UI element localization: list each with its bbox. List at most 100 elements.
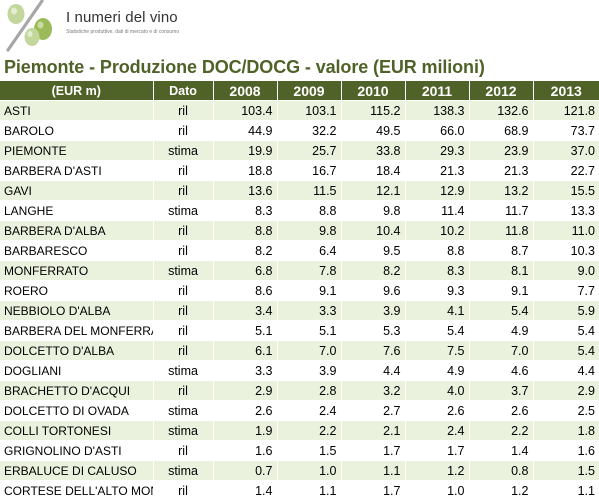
value-cell: 1.9 <box>213 420 278 441</box>
appellation-name-cell: ROERO <box>0 280 154 301</box>
column-header-year: 2012 <box>469 81 534 101</box>
data-type-cell: ril <box>153 100 214 121</box>
value-cell: 33.8 <box>341 140 406 161</box>
value-cell: 5.4 <box>469 300 534 321</box>
value-cell: 16.7 <box>277 160 342 181</box>
data-type-cell: stima <box>153 360 214 381</box>
value-cell: 7.0 <box>277 340 342 361</box>
appellation-name-cell: COLLI TORTONESI <box>0 420 154 441</box>
value-cell: 1.1 <box>277 480 342 500</box>
value-cell: 6.1 <box>213 340 278 361</box>
value-cell: 1.6 <box>533 440 599 461</box>
value-cell: 5.1 <box>277 320 342 341</box>
value-cell: 7.8 <box>277 260 342 281</box>
table-row: BARBERA DEL MONFERRA ril 5.1 5.1 5.3 5.4 4.9 5.… <box>0 320 599 341</box>
value-cell: 7.5 <box>405 340 470 361</box>
column-header-year: 2011 <box>405 81 470 101</box>
data-type-cell: stima <box>153 260 214 281</box>
value-cell: 3.9 <box>341 300 406 321</box>
data-type-cell: ril <box>153 120 214 141</box>
value-cell: 1.5 <box>277 440 342 461</box>
value-cell: 2.4 <box>277 400 342 421</box>
data-type-cell: stima <box>153 400 214 421</box>
value-cell: 8.7 <box>469 240 534 261</box>
value-cell: 5.4 <box>533 340 599 361</box>
value-cell: 3.3 <box>277 300 342 321</box>
table-row: GRIGNOLINO D'ASTI ril 1.6 1.5 1.7 1.7 1.4 1.6 <box>0 440 599 461</box>
value-cell: 7.6 <box>341 340 406 361</box>
value-cell: 2.4 <box>405 420 470 441</box>
value-cell: 2.2 <box>277 420 342 441</box>
value-cell: 1.2 <box>469 480 534 500</box>
table-row: ROERO ril 8.6 9.1 9.6 9.3 9.1 7.7 <box>0 280 599 301</box>
table-row: BARBERA D'ASTI ril 18.8 16.7 18.4 21.3 21.3 22.… <box>0 160 599 181</box>
appellation-name-cell: DOLCETTO DI OVADA <box>0 400 154 421</box>
table-body: ASTI ril 103.4 103.1 115.2 138.3 132.6 121.8 BAR… <box>0 100 599 500</box>
value-cell: 1.4 <box>213 480 278 500</box>
value-cell: 2.9 <box>533 380 599 401</box>
data-type-cell: ril <box>153 320 214 341</box>
value-cell: 2.7 <box>341 400 406 421</box>
value-cell: 3.4 <box>213 300 278 321</box>
value-cell: 10.3 <box>533 240 599 261</box>
table-row: ERBALUCE DI CALUSO stima 0.7 1.0 1.1 1.2 0.8 1.… <box>0 460 599 481</box>
value-cell: 13.2 <box>469 180 534 201</box>
value-cell: 73.7 <box>533 120 599 141</box>
appellation-name-cell: DOLCETTO D'ALBA <box>0 340 154 361</box>
table-row: BRACHETTO D'ACQUI ril 2.9 2.8 3.2 4.0 3.7 2.9 <box>0 380 599 401</box>
column-header-year: 2009 <box>277 81 342 101</box>
appellation-name-cell: BARBERA DEL MONFERRA <box>0 320 154 341</box>
value-cell: 2.6 <box>405 400 470 421</box>
value-cell: 5.1 <box>213 320 278 341</box>
value-cell: 103.1 <box>277 100 342 121</box>
column-header-year: 2010 <box>341 81 406 101</box>
data-type-cell: ril <box>153 340 214 361</box>
value-cell: 5.3 <box>341 320 406 341</box>
table-row: COLLI TORTONESI stima 1.9 2.2 2.1 2.4 2.2 1.8 <box>0 420 599 441</box>
value-cell: 37.0 <box>533 140 599 161</box>
value-cell: 2.6 <box>213 400 278 421</box>
table-row: GAVI ril 13.6 11.5 12.1 12.9 13.2 15.5 <box>0 180 599 201</box>
value-cell: 5.9 <box>533 300 599 321</box>
value-cell: 19.9 <box>213 140 278 161</box>
value-cell: 44.9 <box>213 120 278 141</box>
value-cell: 8.1 <box>469 260 534 281</box>
table-header-row: (EUR m) Dato 2008 2009 2010 2011 2012 20… <box>0 81 599 101</box>
data-type-cell: stima <box>153 140 214 161</box>
table-row: BAROLO ril 44.9 32.2 49.5 66.0 68.9 73.7 <box>0 120 599 141</box>
value-cell: 1.5 <box>533 460 599 481</box>
value-cell: 4.9 <box>469 320 534 341</box>
value-cell: 13.6 <box>213 180 278 201</box>
appellation-name-cell: NEBBIOLO D'ALBA <box>0 300 154 321</box>
value-cell: 0.8 <box>469 460 534 481</box>
value-cell: 5.4 <box>405 320 470 341</box>
value-cell: 68.9 <box>469 120 534 141</box>
value-cell: 132.6 <box>469 100 534 121</box>
data-type-cell: ril <box>153 440 214 461</box>
value-cell: 2.9 <box>213 380 278 401</box>
brand-name: I numeri del vino <box>66 9 178 26</box>
value-cell: 18.4 <box>341 160 406 181</box>
table-row: LANGHE stima 8.3 8.8 9.8 11.4 11.7 13.3 <box>0 200 599 221</box>
value-cell: 138.3 <box>405 100 470 121</box>
value-cell: 6.8 <box>213 260 278 281</box>
appellation-name-cell: BARBARESCO <box>0 240 154 261</box>
appellation-name-cell: BRACHETTO D'ACQUI <box>0 380 154 401</box>
value-cell: 8.2 <box>213 240 278 261</box>
value-cell: 2.5 <box>533 400 599 421</box>
column-header-dato: Dato <box>153 81 214 101</box>
value-cell: 2.8 <box>277 380 342 401</box>
value-cell: 4.9 <box>405 360 470 381</box>
value-cell: 11.4 <box>405 200 470 221</box>
value-cell: 9.1 <box>469 280 534 301</box>
value-cell: 8.6 <box>213 280 278 301</box>
appellation-name-cell: CORTESE DELL'ALTO MON <box>0 480 154 500</box>
data-type-cell: stima <box>153 420 214 441</box>
value-cell: 4.0 <box>405 380 470 401</box>
value-cell: 15.5 <box>533 180 599 201</box>
value-cell: 3.7 <box>469 380 534 401</box>
data-type-cell: stima <box>153 200 214 221</box>
value-cell: 8.8 <box>277 200 342 221</box>
data-type-cell: ril <box>153 160 214 181</box>
value-cell: 25.7 <box>277 140 342 161</box>
